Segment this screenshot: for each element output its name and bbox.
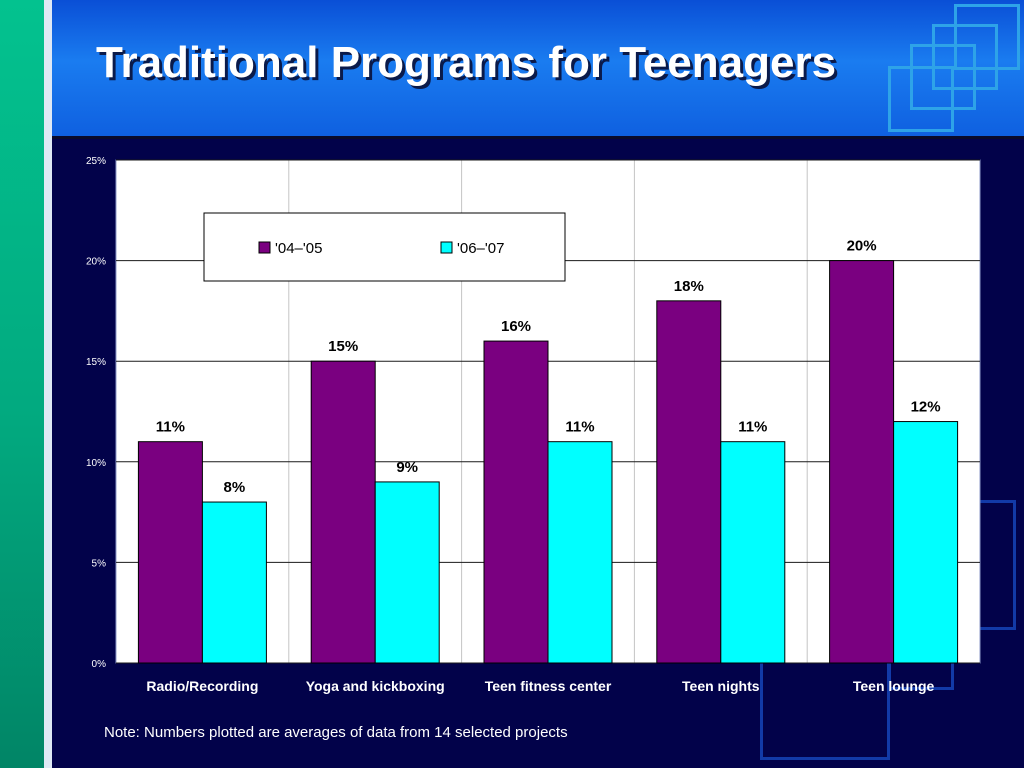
y-tick-label: 25% xyxy=(86,156,106,167)
x-tick-label: Teen nights xyxy=(682,678,760,694)
title-banner-divider xyxy=(52,136,1024,139)
bar xyxy=(656,300,722,664)
bar xyxy=(829,260,895,664)
y-tick-label: 20% xyxy=(86,257,106,268)
legend-swatch xyxy=(258,241,271,254)
left-stripe-edge xyxy=(44,0,52,768)
data-label: 15% xyxy=(328,338,358,355)
left-decorative-stripe xyxy=(0,0,44,768)
data-label: 9% xyxy=(396,459,418,476)
y-tick-label: 10% xyxy=(86,458,106,469)
legend-label: '06–'07 xyxy=(457,240,504,257)
data-label: 11% xyxy=(565,419,594,436)
bar xyxy=(201,501,267,664)
data-label: 20% xyxy=(847,238,877,255)
data-label: 12% xyxy=(911,399,941,416)
decorative-square xyxy=(888,66,954,132)
x-tick-label: Yoga and kickboxing xyxy=(306,678,445,694)
bar xyxy=(374,481,440,664)
y-tick-label: 5% xyxy=(92,558,107,569)
decorative-square xyxy=(954,4,1020,70)
x-tick-label: Radio/Recording xyxy=(146,678,258,694)
legend-label: '04–'05 xyxy=(275,240,322,257)
data-label: 8% xyxy=(224,479,246,496)
data-label: 11% xyxy=(156,419,185,436)
legend-swatch xyxy=(440,241,453,254)
data-label: 11% xyxy=(738,419,767,436)
bar xyxy=(547,441,613,664)
bar xyxy=(483,340,549,664)
decorative-square xyxy=(932,24,998,90)
data-label: 18% xyxy=(674,278,704,295)
y-tick-label: 0% xyxy=(92,659,107,670)
bar xyxy=(893,421,959,664)
title-banner xyxy=(52,0,1024,136)
decorative-square xyxy=(910,44,976,110)
x-tick-label: Teen lounge xyxy=(853,678,935,694)
footnote: Note: Numbers plotted are averages of da… xyxy=(104,724,568,741)
bar xyxy=(720,441,786,664)
bar xyxy=(310,360,376,664)
legend-box xyxy=(203,212,566,282)
bar xyxy=(137,441,203,664)
x-tick-label: Teen fitness center xyxy=(485,678,612,694)
data-label: 16% xyxy=(501,318,531,335)
y-tick-label: 15% xyxy=(86,357,106,368)
slide-title: Traditional Programs for Teenagers xyxy=(96,38,837,87)
